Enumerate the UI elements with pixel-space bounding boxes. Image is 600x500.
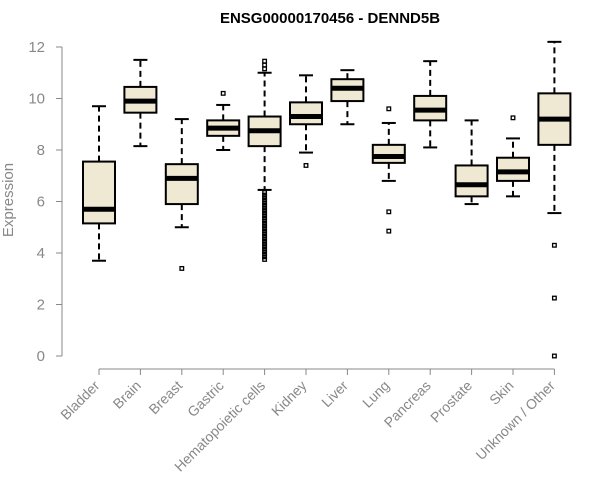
box-bladder (82, 105, 116, 262)
y-tick-label: 12 (28, 39, 45, 56)
outlier-point (262, 190, 268, 195)
outlier-point (262, 202, 268, 208)
y-tick-label: 8 (37, 142, 45, 159)
outlier-point (262, 213, 268, 219)
outlier-point (262, 246, 268, 252)
outlier-point (386, 228, 392, 234)
chart-title: ENSG00000170456 - DENND5B (220, 10, 440, 27)
outlier-point (262, 205, 268, 211)
iqr-box (454, 164, 489, 198)
y-tick-label: 0 (37, 348, 45, 365)
x-tick-label: Breast (145, 377, 185, 417)
outlier-point (262, 244, 268, 250)
outlier-point (386, 209, 392, 215)
box-skin (496, 115, 530, 198)
y-tick-label: 4 (37, 245, 45, 262)
outlier-point (262, 231, 268, 237)
outlier-point (262, 254, 268, 260)
outlier-point (262, 210, 268, 216)
outlier-point (510, 115, 516, 121)
outlier-point (262, 58, 268, 64)
outlier-point (551, 353, 557, 359)
iqr-box (82, 160, 116, 225)
x-tick-label: Kidney (268, 377, 310, 419)
box-prostate (454, 119, 489, 206)
outlier-point (179, 265, 185, 271)
outlier-point (262, 62, 268, 68)
box-gastric (206, 90, 241, 151)
outlier-point (262, 233, 268, 239)
outlier-point (262, 228, 268, 234)
x-tick-label: Unknown / Other (472, 377, 558, 463)
outlier-point (262, 241, 268, 247)
outlier-point (551, 242, 557, 248)
outlier-point (262, 238, 268, 244)
outlier-point (262, 208, 268, 213)
outlier-point (220, 90, 226, 96)
box-hematopoietic-cells (247, 58, 282, 262)
y-axis: 0 2 4 6 8 10 12 (28, 39, 63, 365)
outlier-point (262, 226, 268, 231)
outlier-point (386, 106, 392, 112)
outlier-point (303, 162, 309, 168)
outlier-point (262, 66, 268, 72)
y-tick-label: 6 (37, 194, 45, 211)
box-liver (330, 69, 365, 126)
outlier-point (262, 200, 268, 206)
outlier-point (262, 223, 268, 229)
iqr-box (371, 143, 406, 164)
outlier-point (262, 195, 268, 201)
boxes-group (82, 40, 572, 359)
iqr-box (164, 163, 199, 206)
outlier-point (262, 218, 268, 224)
x-tick-label: Prostate (427, 377, 475, 425)
iqr-box (496, 156, 530, 182)
outlier-point (262, 256, 268, 262)
box-brain (123, 58, 158, 148)
box-lung (371, 106, 406, 234)
x-tick-label: Liver (318, 377, 351, 410)
outlier-point (262, 215, 268, 221)
iqr-box (289, 101, 323, 126)
y-tick-label: 2 (37, 297, 45, 314)
outlier-point (262, 249, 268, 255)
y-tick-label: 10 (28, 91, 45, 108)
box-kidney (289, 74, 323, 168)
x-tick-label: Brain (110, 377, 144, 411)
outlier-point (262, 192, 268, 198)
x-tick-label: Bladder (57, 377, 103, 423)
outlier-point (551, 295, 557, 301)
y-axis-label: Expression (0, 163, 17, 237)
x-tick-label: Skin (486, 377, 517, 408)
box-pancreas (413, 60, 448, 149)
outlier-point (262, 220, 268, 226)
outlier-point (262, 236, 268, 242)
outlier-point (262, 251, 268, 257)
box-breast (164, 118, 199, 271)
box-unknown-other (537, 40, 572, 359)
outlier-point (262, 197, 268, 203)
x-tick-label: Lung (359, 377, 392, 410)
